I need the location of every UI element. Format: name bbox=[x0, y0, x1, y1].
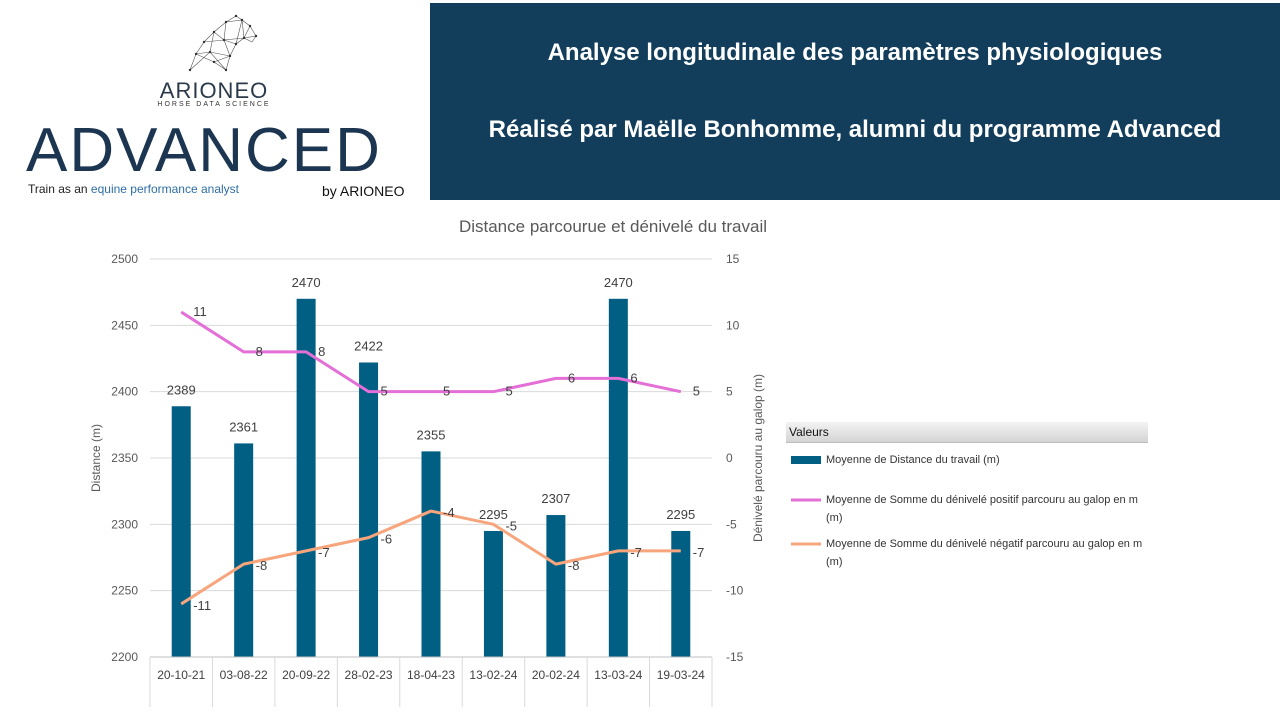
horse-head-logo-icon bbox=[188, 14, 258, 72]
bar bbox=[671, 530, 691, 657]
y2-tick-label: 15 bbox=[726, 252, 740, 266]
x-tick-label: 20-10-21 bbox=[157, 668, 205, 682]
chart-legend: Valeurs Moyenne de Distance du travail (… bbox=[786, 422, 1148, 568]
title-banner: Analyse longitudinale des paramètres phy… bbox=[430, 3, 1280, 200]
brand-name: ARIONEO bbox=[159, 78, 269, 103]
chart-title: Distance parcourue et dénivelé du travai… bbox=[458, 217, 768, 236]
line-data-label: -7 bbox=[630, 545, 642, 560]
y-tick-label: 2350 bbox=[111, 451, 138, 465]
labels-layer: 2389 2361 2470 2422 2355 2295 2307 2470 2295 11 8 8… bbox=[167, 275, 705, 613]
legend-swatch-bar bbox=[791, 456, 821, 464]
bar bbox=[608, 298, 628, 657]
bars-layer bbox=[171, 298, 691, 657]
bar bbox=[296, 298, 316, 657]
bar-data-label: 2295 bbox=[479, 507, 508, 522]
line-data-label: 5 bbox=[693, 384, 700, 399]
bar bbox=[359, 362, 379, 657]
bar bbox=[483, 530, 503, 657]
x-tick-label: 20-02-24 bbox=[532, 668, 580, 682]
axes-layer: 2200 2250 2300 2350 2400 2450 2500 -15 -10 -5 0 5 10… bbox=[89, 252, 765, 707]
banner-title: Analyse longitudinale des paramètres phy… bbox=[547, 39, 1163, 66]
line-data-label: -7 bbox=[318, 545, 330, 560]
line-data-label: -4 bbox=[443, 505, 455, 520]
bar-data-label: 2295 bbox=[666, 507, 695, 522]
bar-data-label: 2470 bbox=[292, 275, 321, 290]
legend-swatch-line bbox=[791, 498, 821, 502]
line-series-positive bbox=[180, 310, 682, 394]
legend-header: Valeurs bbox=[786, 422, 1148, 443]
y2-tick-label: -15 bbox=[726, 650, 744, 664]
lines-layer bbox=[180, 310, 682, 606]
legend-swatch-line bbox=[791, 542, 821, 546]
by-arioneo: by ARIONEO bbox=[322, 183, 405, 199]
program-name: ADVANCED bbox=[26, 116, 382, 185]
legend-label: Moyenne de Somme du dénivelé négatif par… bbox=[826, 538, 1143, 568]
legend-label: Moyenne de Distance du travail (m) bbox=[826, 454, 1000, 466]
program-tagline: Train as an equine performance analyst bbox=[28, 182, 239, 196]
x-tick-label: 13-03-24 bbox=[594, 668, 642, 682]
bar-data-label: 2307 bbox=[541, 491, 570, 506]
y-axis-title: Distance (m) bbox=[89, 424, 103, 492]
y-tick-label: 2400 bbox=[111, 385, 138, 399]
y2-tick-label: 10 bbox=[726, 318, 740, 332]
banner-subtitle: Réalisé par Maëlle Bonhomme, alumni du p… bbox=[488, 116, 1222, 143]
legend-label: Moyenne de Somme du dénivelé positif par… bbox=[826, 494, 1138, 524]
bar bbox=[546, 515, 566, 657]
tagline-prefix: Train as an bbox=[28, 182, 91, 196]
x-tick-label: 13-02-24 bbox=[469, 668, 517, 682]
x-tick-label: 28-02-23 bbox=[345, 668, 393, 682]
bar-data-label: 2355 bbox=[417, 427, 446, 442]
x-tick-label: 19-03-24 bbox=[657, 668, 705, 682]
y2-tick-label: 0 bbox=[726, 451, 733, 465]
line-data-label: 6 bbox=[568, 370, 575, 385]
bar-data-label: 2361 bbox=[229, 419, 258, 434]
y2-axis-title: Dénivelé parcouru au galop (m) bbox=[751, 374, 765, 542]
bar-data-label: 2422 bbox=[354, 338, 383, 353]
line-data-label: 6 bbox=[630, 370, 637, 385]
line-data-label: -5 bbox=[505, 518, 517, 533]
y2-tick-label: -5 bbox=[726, 517, 737, 531]
combo-chart: 2389 2361 2470 2422 2355 2295 2307 2470 2295 11 8 8… bbox=[89, 252, 765, 707]
bar bbox=[171, 406, 191, 657]
line-data-label: -11 bbox=[193, 598, 211, 613]
y-tick-label: 2300 bbox=[111, 517, 138, 531]
bar bbox=[421, 451, 441, 657]
line-series-negative bbox=[180, 509, 681, 606]
line-data-label: 5 bbox=[381, 384, 388, 399]
bar bbox=[234, 443, 254, 657]
y-tick-label: 2450 bbox=[111, 318, 138, 332]
line-data-label: -6 bbox=[381, 532, 393, 547]
x-tick-label: 20-09-22 bbox=[282, 668, 330, 682]
line-data-label: 8 bbox=[318, 344, 325, 359]
logo-area: ARIONEO HORSE DATA SCIENCE ADVANCED Trai… bbox=[0, 0, 428, 205]
y-tick-label: 2500 bbox=[111, 252, 138, 266]
line-data-label: -8 bbox=[568, 558, 580, 573]
line-data-label: -7 bbox=[693, 545, 705, 560]
brand-tagline: HORSE DATA SCIENCE bbox=[157, 101, 271, 108]
line-data-label: 5 bbox=[443, 384, 450, 399]
y-tick-label: 2250 bbox=[111, 584, 138, 598]
bar-data-label: 2470 bbox=[604, 275, 633, 290]
tagline-highlight: equine performance analyst bbox=[90, 182, 240, 196]
line-data-label: -8 bbox=[256, 558, 268, 573]
x-tick-label: 03-08-22 bbox=[220, 668, 268, 682]
y2-tick-label: -10 bbox=[726, 584, 744, 598]
line-data-label: 11 bbox=[193, 304, 207, 319]
y-tick-label: 2200 bbox=[111, 650, 138, 664]
line-data-label: 8 bbox=[256, 344, 263, 359]
y2-tick-label: 5 bbox=[726, 385, 733, 399]
x-tick-label: 18-04-23 bbox=[407, 668, 455, 682]
line-data-label: 5 bbox=[505, 384, 512, 399]
bar-data-label: 2389 bbox=[167, 382, 196, 397]
